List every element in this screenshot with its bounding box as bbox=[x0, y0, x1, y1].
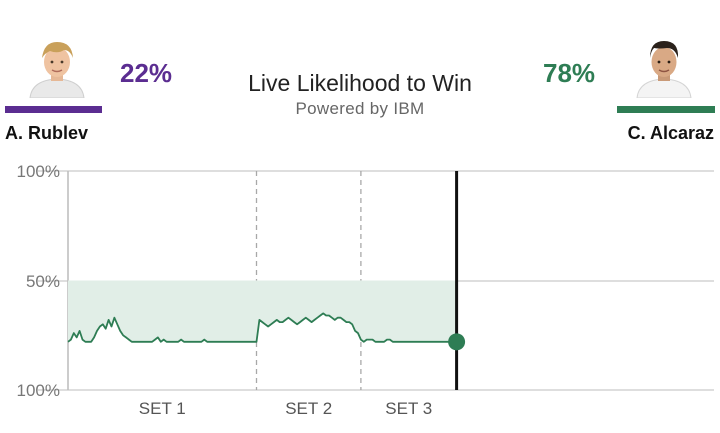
y-tick-label: 100% bbox=[17, 162, 60, 181]
y-tick-label: 100% bbox=[17, 381, 60, 400]
chart-line-layer bbox=[67, 171, 466, 390]
left-player-color-bar bbox=[5, 106, 102, 113]
right-player-color-bar bbox=[617, 106, 715, 113]
chart-title: Live Likelihood to Win bbox=[248, 70, 472, 96]
right-player-name: C. Alcaraz bbox=[627, 123, 714, 143]
player-avatar-icon bbox=[633, 36, 695, 98]
y-tick-label: 50% bbox=[26, 272, 60, 291]
current-point-marker bbox=[448, 333, 466, 351]
chart-labels: 100% 50% 100% SET 1 SET 2 SET 3 bbox=[17, 162, 433, 418]
left-player-name: A. Rublev bbox=[5, 123, 89, 143]
win-likelihood-chart: 100% 50% 100% SET 1 SET 2 SET 3 bbox=[17, 162, 714, 418]
win-probability-area bbox=[68, 280, 457, 342]
player-avatar-icon bbox=[26, 36, 88, 98]
set-label: SET 1 bbox=[139, 399, 186, 418]
left-player-percent: 22% bbox=[120, 58, 173, 88]
player-photo-rublev bbox=[26, 36, 88, 98]
win-probability-line bbox=[67, 312, 457, 343]
set-label: SET 3 bbox=[385, 399, 432, 418]
player-photo-alcaraz bbox=[633, 36, 695, 98]
chart-subtitle: Powered by IBM bbox=[295, 99, 425, 118]
set-label: SET 2 bbox=[285, 399, 332, 418]
chart-area-layer bbox=[68, 280, 457, 342]
right-player-percent: 78% bbox=[543, 58, 596, 88]
